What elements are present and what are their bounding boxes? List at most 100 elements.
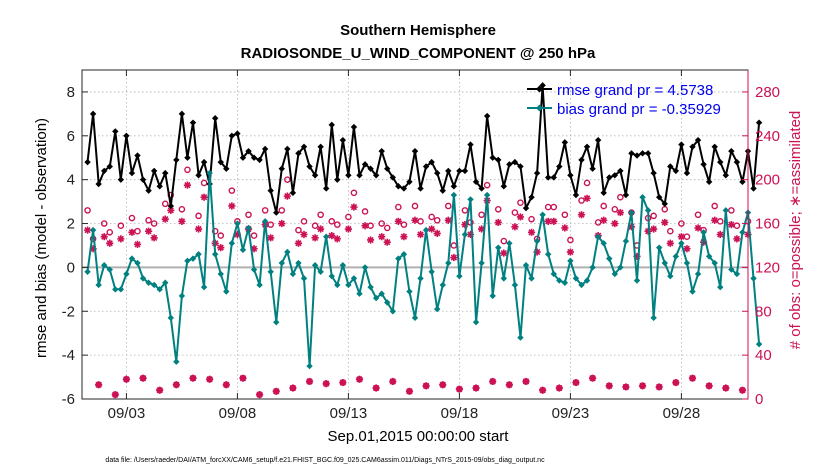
obs-assimilated-marker bbox=[378, 233, 386, 241]
bias-point bbox=[384, 299, 391, 306]
obs-assimilated-marker bbox=[455, 385, 463, 393]
legend-bias-marker bbox=[536, 104, 543, 112]
obs-assimilated-marker bbox=[638, 382, 647, 390]
obs-assimilated-marker bbox=[283, 192, 291, 200]
rmse-point bbox=[134, 152, 141, 159]
rmse-point bbox=[173, 156, 180, 164]
rmse-point bbox=[700, 161, 707, 168]
obs-assimilated-marker bbox=[111, 391, 119, 399]
bias-point bbox=[556, 277, 563, 284]
bias-point bbox=[644, 207, 652, 214]
obs-assimilated-marker bbox=[516, 213, 525, 221]
bias-point bbox=[539, 211, 546, 218]
rmse-point bbox=[539, 82, 546, 89]
rmse-point bbox=[650, 169, 657, 177]
bias-point bbox=[434, 305, 441, 313]
bias-point bbox=[545, 251, 552, 258]
obs-assimilated-marker bbox=[267, 234, 275, 242]
rmse-point bbox=[522, 204, 530, 212]
obs-assimilated-marker bbox=[361, 222, 369, 230]
rmse-point bbox=[705, 178, 713, 186]
obs-possible-marker bbox=[195, 212, 202, 220]
bias-point bbox=[334, 281, 341, 289]
rmse-point bbox=[428, 158, 435, 166]
obs-possible-marker bbox=[517, 199, 524, 206]
obs-possible-marker bbox=[328, 218, 336, 225]
rmse-point bbox=[600, 189, 607, 197]
bias-point bbox=[461, 231, 469, 238]
obs-assimilated-marker bbox=[733, 235, 741, 243]
obs-assimilated-marker bbox=[527, 228, 536, 236]
rmse-point bbox=[733, 158, 741, 166]
bias-point bbox=[278, 259, 285, 267]
bias-point bbox=[639, 194, 646, 201]
bias-point bbox=[112, 286, 119, 293]
obs-assimilated-marker bbox=[228, 202, 236, 210]
obs-assimilated-marker bbox=[83, 226, 92, 234]
rmse-point bbox=[550, 174, 557, 181]
obs-assimilated-marker bbox=[145, 227, 153, 235]
obs-possible-marker bbox=[200, 179, 208, 187]
obs-possible-marker bbox=[228, 187, 236, 194]
obs-assimilated-marker bbox=[505, 381, 513, 389]
bias-point bbox=[561, 279, 569, 286]
bias-point bbox=[284, 248, 291, 256]
rmse-point bbox=[245, 147, 252, 155]
obs-possible-marker bbox=[483, 181, 491, 189]
rmse-point bbox=[578, 156, 585, 164]
series-lines bbox=[84, 82, 763, 370]
obs-possible-marker bbox=[278, 207, 286, 214]
obs-assimilated-marker bbox=[677, 233, 685, 241]
chart-title: Southern Hemisphere bbox=[340, 22, 496, 39]
rmse-point bbox=[567, 172, 574, 179]
obs-possible-marker bbox=[433, 216, 441, 224]
obs-assimilated-marker bbox=[572, 378, 580, 387]
bias-point bbox=[606, 255, 613, 262]
y-tick-label: 8 bbox=[67, 84, 75, 101]
obs-assimilated-marker bbox=[322, 380, 330, 388]
y2-tick-label: 120 bbox=[755, 259, 780, 276]
bias-point bbox=[250, 266, 258, 273]
obs-assimilated-marker bbox=[611, 219, 619, 228]
x-axis-ticks: 09/03 09/08 09/13 09/18 09/23 09/28 bbox=[108, 70, 700, 422]
rmse-point bbox=[561, 139, 569, 146]
obs-assimilated-marker bbox=[394, 217, 402, 225]
bias-point bbox=[400, 251, 408, 258]
obs-assimilated-marker bbox=[189, 374, 197, 382]
bias-point bbox=[467, 196, 474, 203]
obs-assimilated-marker bbox=[239, 374, 247, 382]
obs-assimilated-marker bbox=[217, 244, 225, 252]
bias-point bbox=[739, 229, 746, 236]
obs-possible-marker bbox=[383, 224, 391, 232]
rmse-point bbox=[594, 136, 602, 144]
bias-point bbox=[411, 314, 419, 322]
bias-point bbox=[617, 264, 624, 271]
obs-possible-marker bbox=[500, 237, 508, 245]
rmse-point bbox=[411, 147, 419, 155]
obs-possible-marker bbox=[411, 202, 419, 210]
bias-point bbox=[500, 275, 507, 282]
rmse-point bbox=[728, 147, 735, 155]
rmse-point bbox=[694, 136, 702, 144]
y2-tick-label: 0 bbox=[755, 391, 763, 408]
bias-point bbox=[311, 262, 319, 269]
x-axis-label: Sep.01,2015 00:00:00 start bbox=[328, 428, 510, 445]
obs-assimilated-marker bbox=[106, 239, 114, 247]
bias-point bbox=[439, 281, 446, 289]
bias-point bbox=[300, 275, 308, 282]
obs-assimilated-marker bbox=[688, 374, 697, 382]
bias-point bbox=[378, 290, 385, 297]
bias-point bbox=[717, 283, 724, 291]
obs-possible-marker bbox=[478, 211, 485, 219]
bias-point bbox=[700, 229, 707, 236]
obs-assimilated-marker bbox=[683, 245, 691, 253]
y-tick-label: 6 bbox=[67, 128, 75, 145]
bias-point bbox=[667, 272, 674, 280]
obs-assimilated-marker bbox=[350, 203, 358, 211]
rmse-point bbox=[145, 187, 152, 194]
obs-possible-marker bbox=[184, 166, 191, 174]
rmse-point bbox=[306, 163, 313, 170]
x-tick-label: 09/23 bbox=[552, 405, 590, 422]
obs-assimilated-marker bbox=[100, 233, 108, 241]
